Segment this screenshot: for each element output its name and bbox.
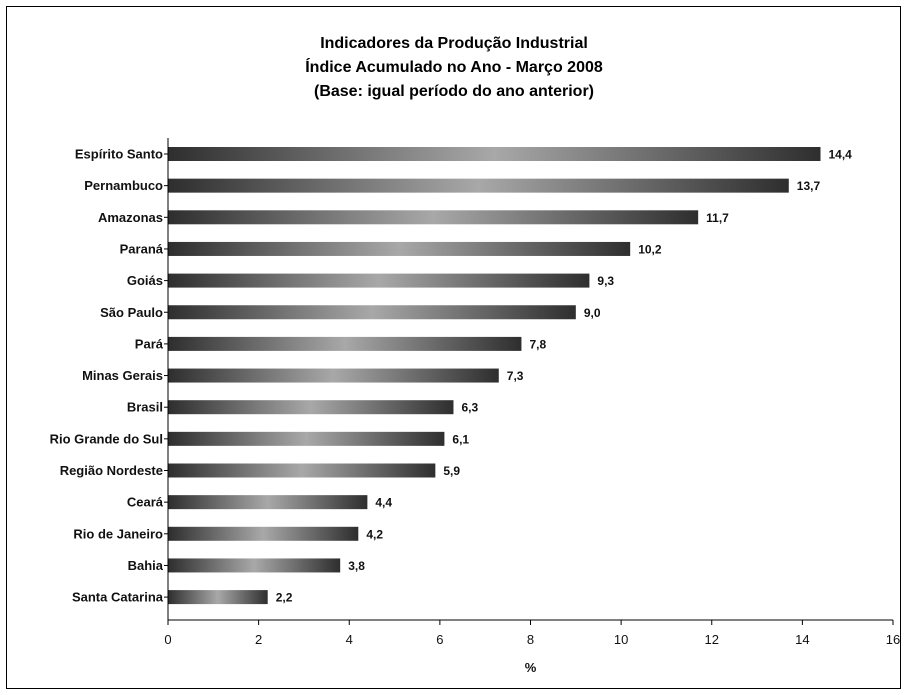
value-label: 9,0	[584, 306, 601, 320]
x-tick-label: 12	[705, 632, 719, 647]
x-tick-label: 10	[614, 632, 628, 647]
category-label: Amazonas	[98, 210, 163, 225]
value-label: 6,1	[452, 432, 469, 446]
category-label: Paraná	[120, 241, 164, 256]
chart-title: Indicadores da Produção Industrial Índic…	[0, 32, 908, 104]
x-axis-label: %	[525, 660, 537, 675]
category-label: Região Nordeste	[60, 463, 163, 478]
bar	[168, 526, 359, 541]
bar	[168, 336, 522, 351]
value-label: 7,8	[529, 337, 546, 351]
bar	[168, 495, 368, 510]
bar	[168, 590, 268, 605]
category-label: Goiás	[127, 273, 163, 288]
x-tick-label: 0	[164, 632, 171, 647]
value-label: 3,8	[348, 559, 365, 573]
axes-group	[164, 138, 894, 625]
bar	[168, 368, 499, 383]
category-label: Ceará	[127, 495, 164, 510]
x-tick-label: 14	[795, 632, 809, 647]
category-label: Brasil	[127, 400, 163, 415]
chart-title-line-1: Indicadores da Produção Industrial	[320, 35, 588, 52]
category-label: Bahia	[128, 558, 164, 573]
x-tick-label: 6	[436, 632, 443, 647]
chart-title-line-3: (Base: igual período do ano anterior)	[313, 83, 595, 100]
bar	[168, 178, 789, 193]
x-tick-label: 2	[255, 632, 262, 647]
value-label: 5,9	[443, 464, 460, 478]
category-label: Rio Grande do Sul	[50, 431, 163, 446]
bar	[168, 147, 821, 161]
category-label: Santa Catarina	[72, 590, 164, 605]
value-label: 11,7	[706, 211, 729, 225]
x-tick-label: 16	[886, 632, 900, 647]
category-label: Espírito Santo	[75, 147, 163, 162]
value-label: 10,2	[638, 242, 662, 256]
bar	[168, 463, 436, 478]
value-label: 2,2	[276, 591, 293, 605]
bars-group	[168, 147, 821, 605]
value-label: 14,4	[829, 148, 853, 162]
bar	[168, 305, 576, 320]
value-label: 7,3	[507, 369, 524, 383]
bar	[168, 241, 631, 256]
bar	[168, 273, 590, 288]
value-label: 6,3	[461, 401, 478, 415]
bar	[168, 558, 341, 573]
x-tick-label: 8	[527, 632, 534, 647]
chart-title-line-2: Índice Acumulado no Ano - Março 2008	[305, 59, 603, 76]
value-label: 9,3	[597, 274, 614, 288]
bar	[168, 431, 445, 446]
value-label: 4,2	[366, 527, 383, 541]
value-label: 4,4	[375, 496, 392, 510]
x-tick-label: 4	[346, 632, 353, 647]
category-label: Pernambuco	[84, 178, 163, 193]
bar	[168, 400, 454, 415]
value-label: 13,7	[797, 179, 821, 193]
category-label: Pará	[135, 336, 164, 351]
category-label: Minas Gerais	[82, 368, 163, 383]
bar	[168, 210, 699, 225]
category-label: Rio de Janeiro	[73, 526, 163, 541]
category-label: São Paulo	[100, 305, 163, 320]
